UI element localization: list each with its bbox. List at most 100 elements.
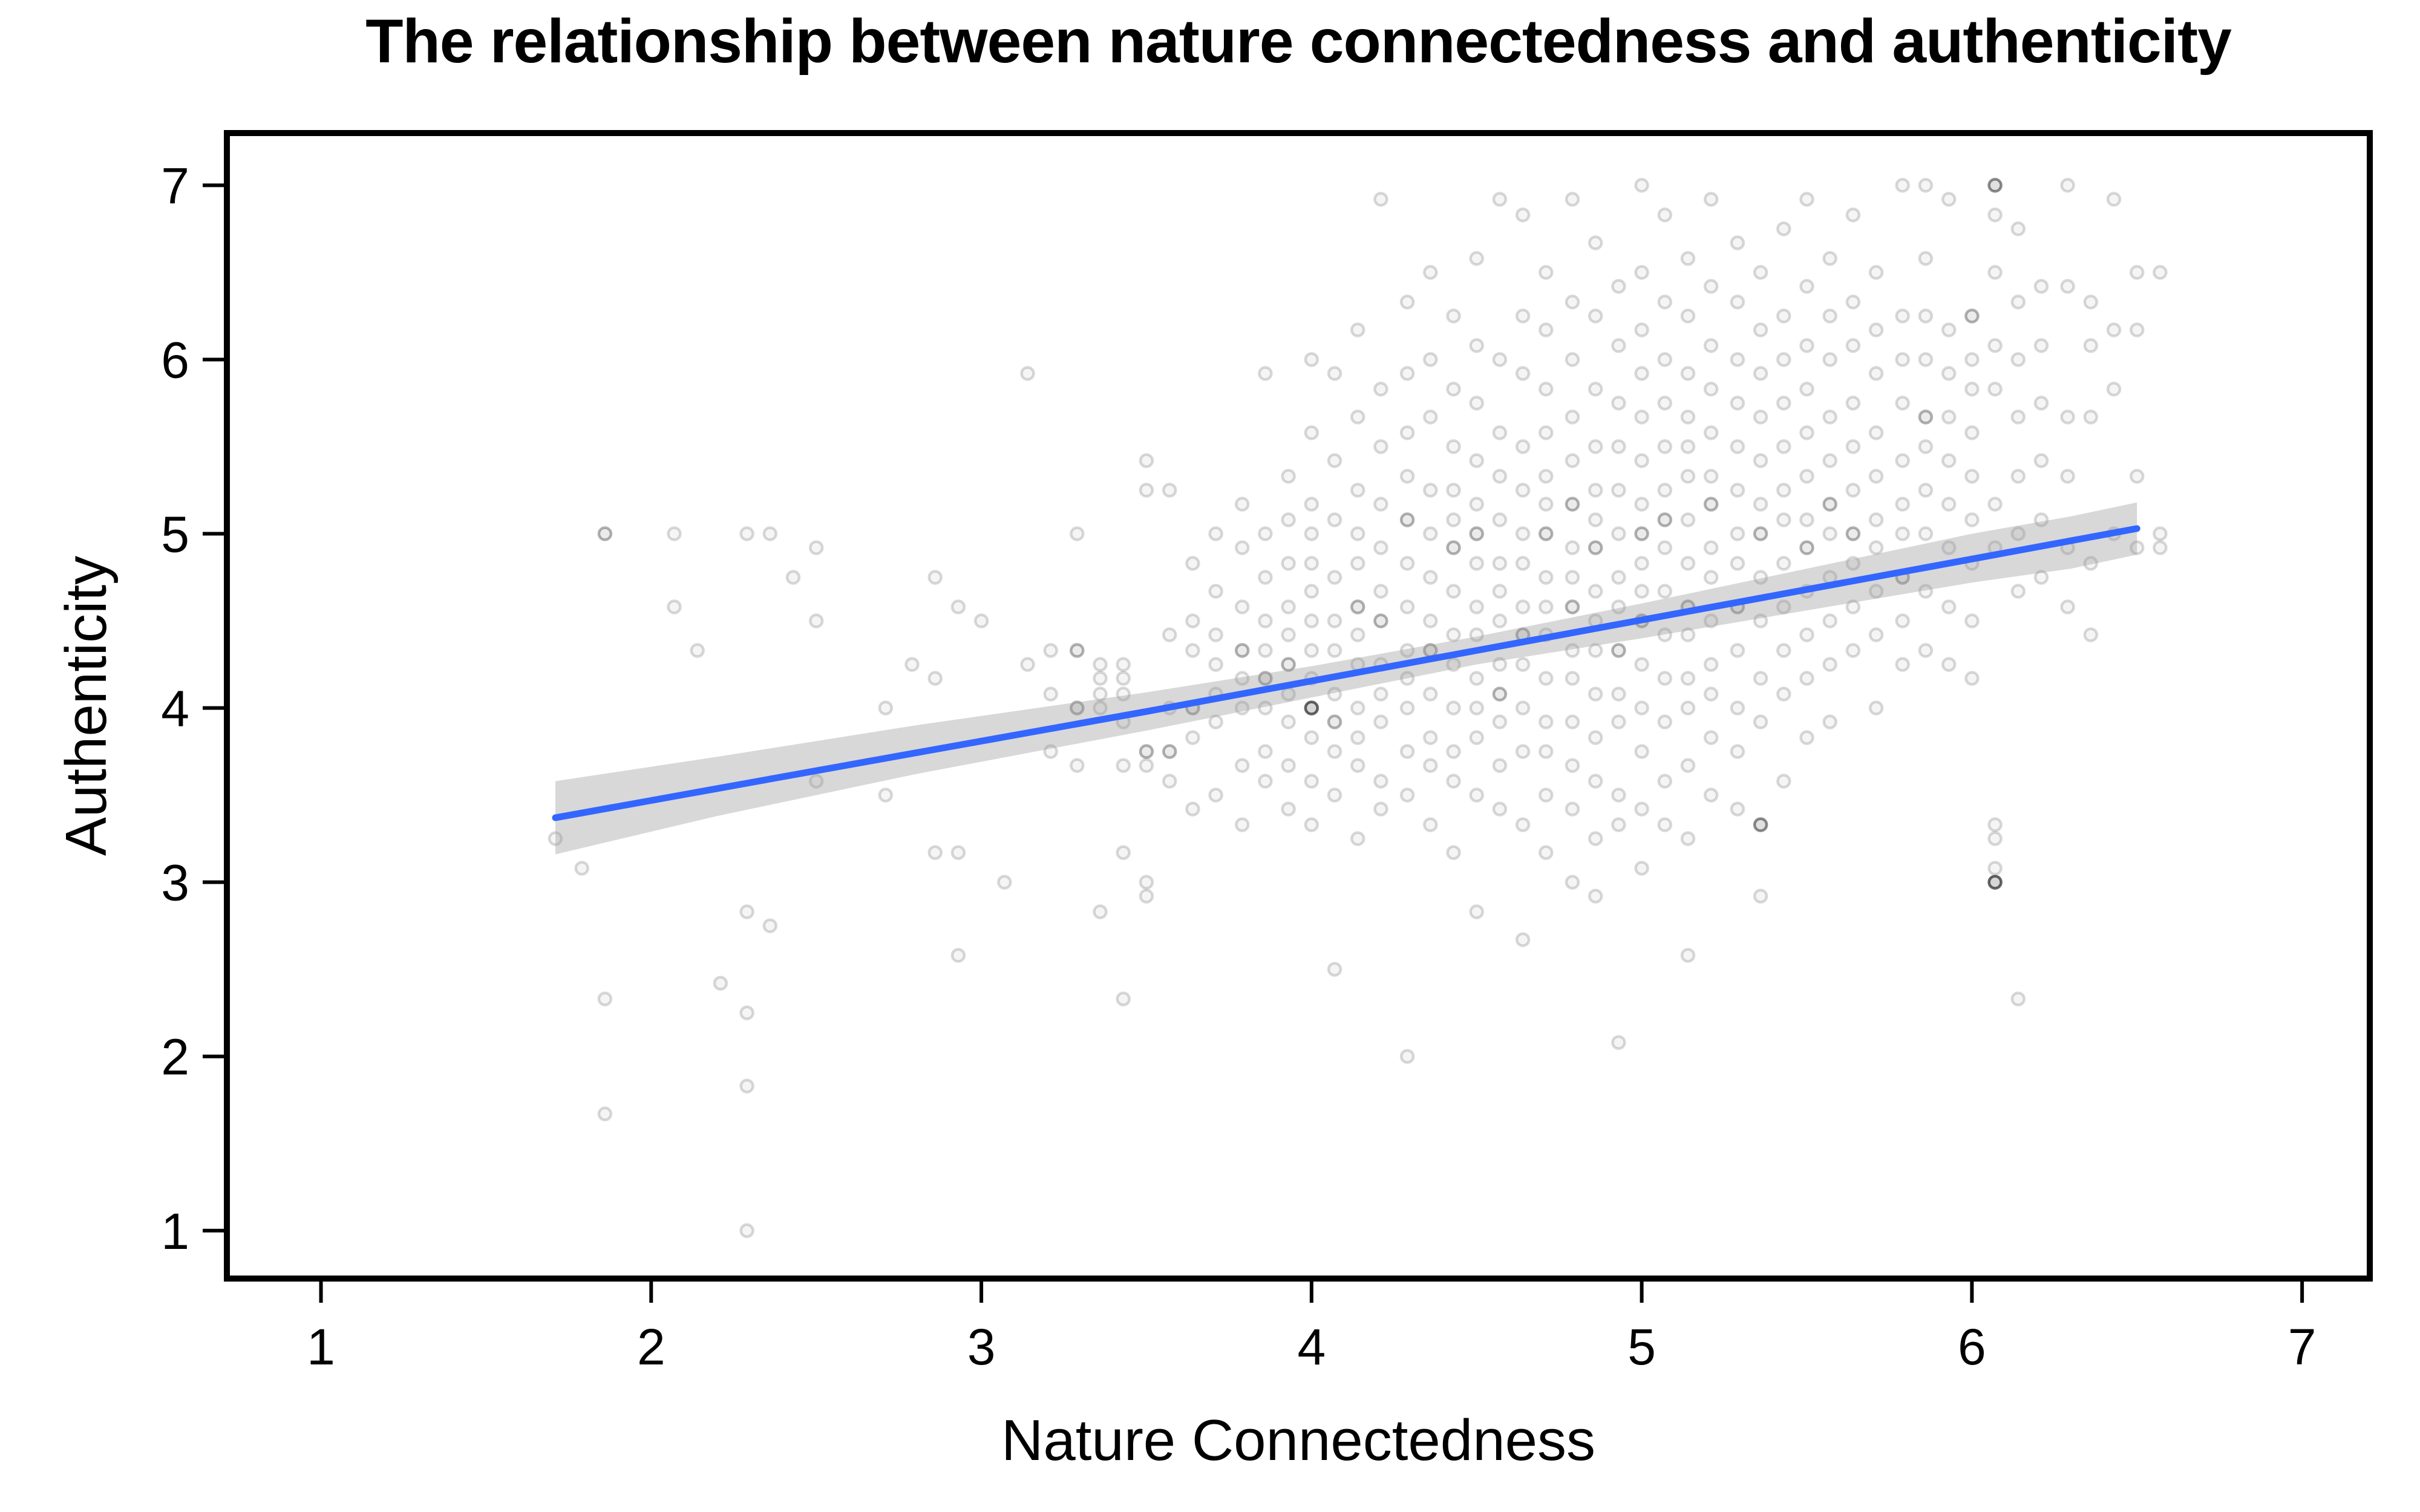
data-point	[1753, 888, 1768, 904]
data-point	[2060, 178, 2075, 193]
data-point	[1753, 497, 1768, 512]
data-point	[1868, 584, 1884, 599]
data-point	[1634, 700, 1649, 715]
data-point	[2033, 279, 2049, 294]
data-point	[1304, 730, 1320, 745]
data-point	[1304, 584, 1320, 599]
data-point	[1515, 657, 1531, 672]
data-point	[1799, 627, 1814, 642]
data-point	[1753, 526, 1768, 541]
data-point	[1822, 251, 1837, 266]
data-point	[1234, 540, 1250, 555]
data-point	[1565, 875, 1580, 890]
data-point	[1680, 948, 1696, 963]
data-point	[1515, 439, 1531, 454]
data-point	[1611, 483, 1626, 498]
data-point	[1657, 396, 1673, 411]
data-point	[1423, 483, 1438, 498]
data-point	[2060, 409, 2075, 425]
data-point	[2010, 295, 2026, 310]
data-point	[1469, 671, 1484, 686]
data-point	[1350, 700, 1365, 715]
data-point	[1895, 352, 1910, 367]
data-point	[1373, 613, 1388, 628]
data-point	[762, 918, 778, 933]
data-point	[1776, 599, 1791, 614]
data-point	[1423, 352, 1438, 367]
data-point	[1423, 758, 1438, 773]
data-point	[1492, 556, 1508, 571]
data-point	[1446, 584, 1461, 599]
data-point	[1565, 497, 1580, 512]
data-point	[2010, 352, 2026, 367]
data-point	[904, 657, 920, 672]
data-point	[1588, 831, 1603, 846]
data-point	[2010, 221, 2026, 236]
data-point	[2153, 265, 2168, 280]
data-point	[1327, 613, 1342, 628]
data-point	[1753, 714, 1768, 729]
data-point	[1588, 643, 1603, 658]
data-point	[1753, 817, 1768, 832]
data-point	[2153, 526, 2168, 541]
data-point	[1234, 671, 1250, 686]
data-point	[1611, 787, 1626, 803]
data-point	[1116, 657, 1131, 672]
data-point	[1539, 526, 1554, 541]
data-point	[1776, 483, 1791, 498]
data-point	[1799, 730, 1814, 745]
data-point	[1399, 787, 1415, 803]
data-point	[1845, 643, 1861, 658]
data-point	[1753, 671, 1768, 686]
data-point	[1964, 352, 1980, 367]
data-point	[1730, 295, 1745, 310]
data-point	[1423, 265, 1438, 280]
data-point	[1680, 366, 1696, 381]
data-point	[1258, 526, 1273, 541]
data-point	[1469, 787, 1484, 803]
data-point	[1822, 352, 1837, 367]
data-point	[1446, 512, 1461, 527]
data-point	[1868, 540, 1884, 555]
data-point	[1680, 556, 1696, 571]
data-point	[1845, 295, 1861, 310]
data-point	[1565, 714, 1580, 729]
data-point	[1093, 700, 1108, 715]
data-point	[1680, 439, 1696, 454]
data-point	[1588, 235, 1603, 250]
data-point	[1281, 714, 1296, 729]
x-tick-label: 7	[2288, 1318, 2317, 1375]
data-point	[927, 671, 943, 686]
data-point	[2129, 540, 2145, 555]
data-point	[1987, 817, 2003, 832]
data-point	[2033, 512, 2049, 527]
data-point	[1753, 570, 1768, 585]
data-point	[1373, 686, 1388, 702]
data-point	[1116, 845, 1131, 860]
data-point	[1657, 295, 1673, 310]
data-point	[1539, 714, 1554, 729]
y-tick-label: 7	[161, 157, 189, 214]
data-point	[1987, 207, 2003, 223]
data-point	[1680, 469, 1696, 484]
data-point	[1657, 483, 1673, 498]
data-point	[1139, 453, 1154, 468]
x-tick-label: 6	[1958, 1318, 1986, 1375]
data-point	[1093, 671, 1108, 686]
data-point	[1987, 178, 2003, 193]
data-point	[1588, 483, 1603, 498]
data-point	[1634, 497, 1649, 512]
data-point	[785, 570, 801, 585]
data-point	[1941, 192, 1957, 207]
data-point	[1327, 686, 1342, 702]
data-point	[1258, 774, 1273, 789]
data-point	[1703, 338, 1719, 353]
data-point	[1895, 178, 1910, 193]
data-point	[1703, 382, 1719, 397]
data-point	[1776, 643, 1791, 658]
data-point	[808, 613, 824, 628]
data-point	[1611, 338, 1626, 353]
data-point	[1234, 758, 1250, 773]
data-point	[1845, 556, 1861, 571]
data-point	[1020, 366, 1035, 381]
